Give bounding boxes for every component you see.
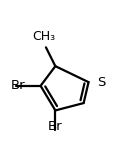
Text: Br: Br [11, 79, 26, 92]
Text: CH₃: CH₃ [33, 30, 56, 43]
Text: S: S [97, 76, 106, 89]
Text: Br: Br [48, 120, 63, 133]
